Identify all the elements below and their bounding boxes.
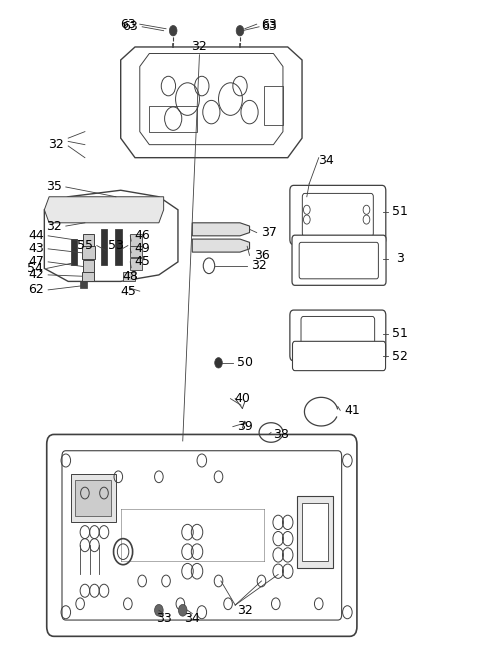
Text: 63: 63 xyxy=(261,20,276,33)
Text: 3: 3 xyxy=(396,252,404,265)
Text: 46: 46 xyxy=(134,230,150,243)
Circle shape xyxy=(215,358,222,368)
Text: 55: 55 xyxy=(77,239,93,252)
FancyBboxPatch shape xyxy=(62,451,342,620)
Text: 45: 45 xyxy=(120,284,136,298)
Bar xyxy=(297,496,333,568)
FancyBboxPatch shape xyxy=(302,194,373,237)
Text: 42: 42 xyxy=(28,268,44,281)
Text: 32: 32 xyxy=(192,41,207,54)
Text: 37: 37 xyxy=(261,226,276,239)
Text: 35: 35 xyxy=(46,181,62,194)
Text: 51: 51 xyxy=(392,327,408,340)
FancyBboxPatch shape xyxy=(299,243,378,279)
Text: 45: 45 xyxy=(134,255,150,268)
Text: 63: 63 xyxy=(261,18,276,31)
Circle shape xyxy=(169,26,177,36)
Bar xyxy=(75,480,111,516)
Text: 44: 44 xyxy=(28,230,44,243)
Text: 49: 49 xyxy=(134,243,150,255)
Circle shape xyxy=(179,604,187,616)
Text: 40: 40 xyxy=(234,392,251,405)
Text: 62: 62 xyxy=(28,283,44,296)
Polygon shape xyxy=(192,223,250,236)
Text: 50: 50 xyxy=(237,356,253,370)
Bar xyxy=(149,105,197,131)
Circle shape xyxy=(236,26,244,36)
Bar xyxy=(101,230,108,265)
Bar xyxy=(83,234,95,246)
FancyBboxPatch shape xyxy=(47,434,357,636)
Bar xyxy=(71,473,116,523)
Bar xyxy=(80,281,87,288)
FancyBboxPatch shape xyxy=(292,235,386,285)
Text: 33: 33 xyxy=(156,612,171,625)
Text: 34: 34 xyxy=(184,612,200,625)
Polygon shape xyxy=(192,239,250,252)
Text: 39: 39 xyxy=(237,420,252,433)
Bar xyxy=(115,230,121,265)
Text: 41: 41 xyxy=(344,404,360,417)
Bar xyxy=(302,503,328,561)
Bar xyxy=(264,86,283,125)
Text: 38: 38 xyxy=(273,428,288,441)
Bar xyxy=(83,260,95,271)
Bar xyxy=(130,246,142,257)
Text: 63: 63 xyxy=(122,20,138,33)
Bar xyxy=(123,271,135,281)
Text: 43: 43 xyxy=(28,243,44,255)
Text: 32: 32 xyxy=(48,138,64,151)
Text: 53: 53 xyxy=(108,239,124,252)
Bar xyxy=(82,271,94,281)
Text: 36: 36 xyxy=(253,249,269,262)
Text: 32: 32 xyxy=(237,604,252,617)
Bar xyxy=(71,239,77,265)
Text: 51: 51 xyxy=(392,205,408,218)
FancyBboxPatch shape xyxy=(290,185,386,245)
Polygon shape xyxy=(44,190,178,281)
Text: 54: 54 xyxy=(27,262,43,275)
Polygon shape xyxy=(44,197,164,223)
Text: 32: 32 xyxy=(251,259,267,272)
FancyBboxPatch shape xyxy=(292,341,385,371)
Text: 34: 34 xyxy=(318,154,334,167)
Polygon shape xyxy=(120,47,302,158)
Text: 63: 63 xyxy=(120,18,136,31)
Bar xyxy=(82,246,95,258)
Text: 32: 32 xyxy=(46,220,62,233)
Bar xyxy=(130,234,142,246)
FancyBboxPatch shape xyxy=(290,310,386,361)
Bar xyxy=(130,258,142,269)
FancyBboxPatch shape xyxy=(301,317,375,354)
Text: 48: 48 xyxy=(122,269,138,283)
Text: 52: 52 xyxy=(392,350,408,363)
Circle shape xyxy=(155,604,163,616)
Text: 47: 47 xyxy=(28,255,44,268)
